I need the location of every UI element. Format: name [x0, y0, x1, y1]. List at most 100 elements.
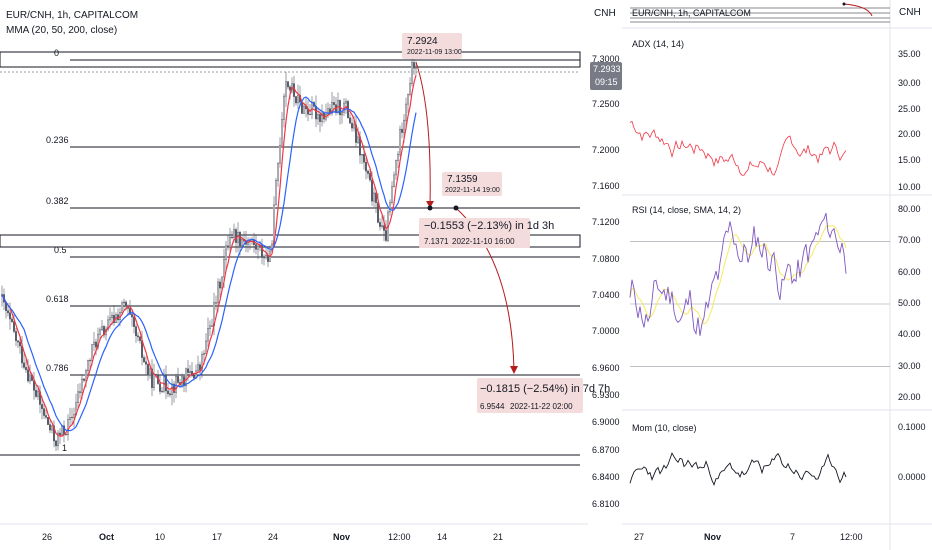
candle-body: [367, 170, 369, 174]
x-tick: 24: [268, 532, 279, 542]
right-panes-canvas[interactable]: [622, 0, 932, 550]
indicator-legend[interactable]: MMA (20, 50, 200, close): [6, 25, 118, 36]
x-tick: 12:00: [388, 532, 411, 542]
mini-chart-title[interactable]: EUR/CNH, 1h, CAPITALCOM: [632, 8, 751, 18]
x-tick: Nov: [333, 532, 351, 542]
candle-body: [219, 281, 221, 289]
candle-body: [381, 225, 383, 227]
candle-body: [369, 173, 371, 181]
candle-body: [383, 225, 385, 231]
candle-body: [209, 325, 211, 329]
candle-body: [139, 336, 141, 341]
candle-body: [303, 105, 305, 114]
candle-body: [167, 390, 169, 395]
candle-body: [89, 360, 91, 362]
adx-tick: 15.00: [898, 155, 921, 165]
mini-arrow: [843, 3, 873, 17]
main-chart-pane[interactable]: EUR/CNH, 1h, CAPITALCOM MMA (20, 50, 200…: [0, 0, 610, 550]
adx-legend[interactable]: ADX (14, 14): [632, 39, 685, 49]
fib-half-box: [0, 234, 581, 248]
candle-body: [79, 391, 81, 393]
candle-body: [345, 101, 347, 104]
candle-body: [99, 329, 101, 335]
price-tick: 6.8400: [592, 471, 620, 482]
candle-body: [111, 314, 113, 319]
candle-body: [257, 245, 259, 250]
candle-body: [65, 433, 67, 436]
price-tick: 7.3000: [592, 54, 620, 64]
candle-body: [87, 360, 89, 371]
candle-body: [255, 244, 257, 250]
candle-body: [83, 378, 85, 381]
candle-body: [17, 340, 19, 343]
candle-body: [73, 414, 75, 418]
candle-body: [319, 114, 321, 122]
candle-body: [415, 67, 417, 69]
rsi-tick: 60.00: [898, 266, 921, 277]
price-tick: 6.8700: [592, 444, 620, 455]
fib-zero-box: [0, 51, 581, 68]
candle-body: [71, 416, 73, 419]
rsi-tick: 50.00: [898, 298, 921, 308]
rsi-tick: 40.00: [898, 329, 921, 340]
candle-body: [101, 326, 103, 331]
currency-label: CNH: [594, 8, 616, 19]
x-tick: 14: [437, 532, 448, 542]
candle-body: [409, 83, 411, 95]
candle-body: [315, 106, 317, 120]
candle-body: [19, 341, 21, 347]
candle-body: [41, 404, 43, 409]
candle-body: [145, 361, 147, 365]
momentum-line: [629, 452, 847, 487]
candle-body: [15, 331, 17, 342]
rsi-legend[interactable]: RSI (14, close, SMA, 14, 2): [632, 205, 742, 215]
candle-body: [203, 353, 205, 355]
candle-body: [283, 95, 285, 120]
right-panes[interactable]: EUR/CNH, 1h, CAPITALCOM CNH ADX (14, 14)…: [622, 0, 932, 550]
candle-body: [51, 425, 53, 431]
candle-body: [291, 83, 293, 91]
candle-body: [205, 340, 207, 354]
candle-body: [137, 335, 139, 338]
candle-body: [279, 145, 281, 164]
symbol-title[interactable]: EUR/CNH, 1h, CAPITALCOM: [6, 10, 139, 21]
move1-annotation: [419, 218, 530, 248]
fib-label: 1: [62, 443, 68, 453]
rsi-line: [629, 212, 847, 336]
x-tick: Oct: [99, 532, 115, 542]
candle-body: [215, 302, 217, 304]
candle-body: [231, 236, 233, 238]
candle-body: [295, 96, 297, 104]
candle-body: [159, 383, 161, 392]
fib-label: 0.236: [46, 135, 69, 145]
candle-body: [327, 108, 329, 115]
candle-body: [239, 232, 241, 247]
fib-label: 0: [54, 48, 60, 58]
last-price-value: 7.2933: [593, 64, 621, 74]
x-tick: 26: [42, 532, 53, 542]
move2-arrowhead: [510, 366, 518, 374]
candle-body: [27, 369, 29, 382]
rsi-tick: 30.00: [898, 360, 921, 371]
candle-body: [285, 81, 287, 97]
candle-body: [37, 391, 39, 397]
mom-legend[interactable]: Mom (10, close): [632, 423, 697, 433]
candle-body: [309, 113, 311, 116]
move1-label: −0.1553 (−2.13%) in 1d 3h: [424, 220, 555, 232]
candle-body: [59, 432, 61, 436]
candle-body: [235, 229, 237, 243]
price-axis[interactable]: CNH 7.3000 7.2500 7.2000 7.1600 7.1200 7.0800…: [588, 0, 622, 550]
candle-body: [53, 425, 55, 442]
candle-body: [225, 245, 227, 260]
candle-body: [77, 391, 79, 403]
candle-body: [277, 162, 279, 181]
move2-annotation: [477, 378, 583, 413]
price-tick: 7.0000: [592, 326, 620, 337]
candle-body: [391, 186, 393, 203]
candle-body: [135, 326, 137, 337]
main-chart-canvas[interactable]: [0, 0, 588, 550]
fib-label: 0.382: [46, 196, 69, 206]
candle-body: [397, 153, 399, 161]
candle-body: [177, 376, 179, 383]
price-tick: 7.2500: [592, 99, 620, 110]
